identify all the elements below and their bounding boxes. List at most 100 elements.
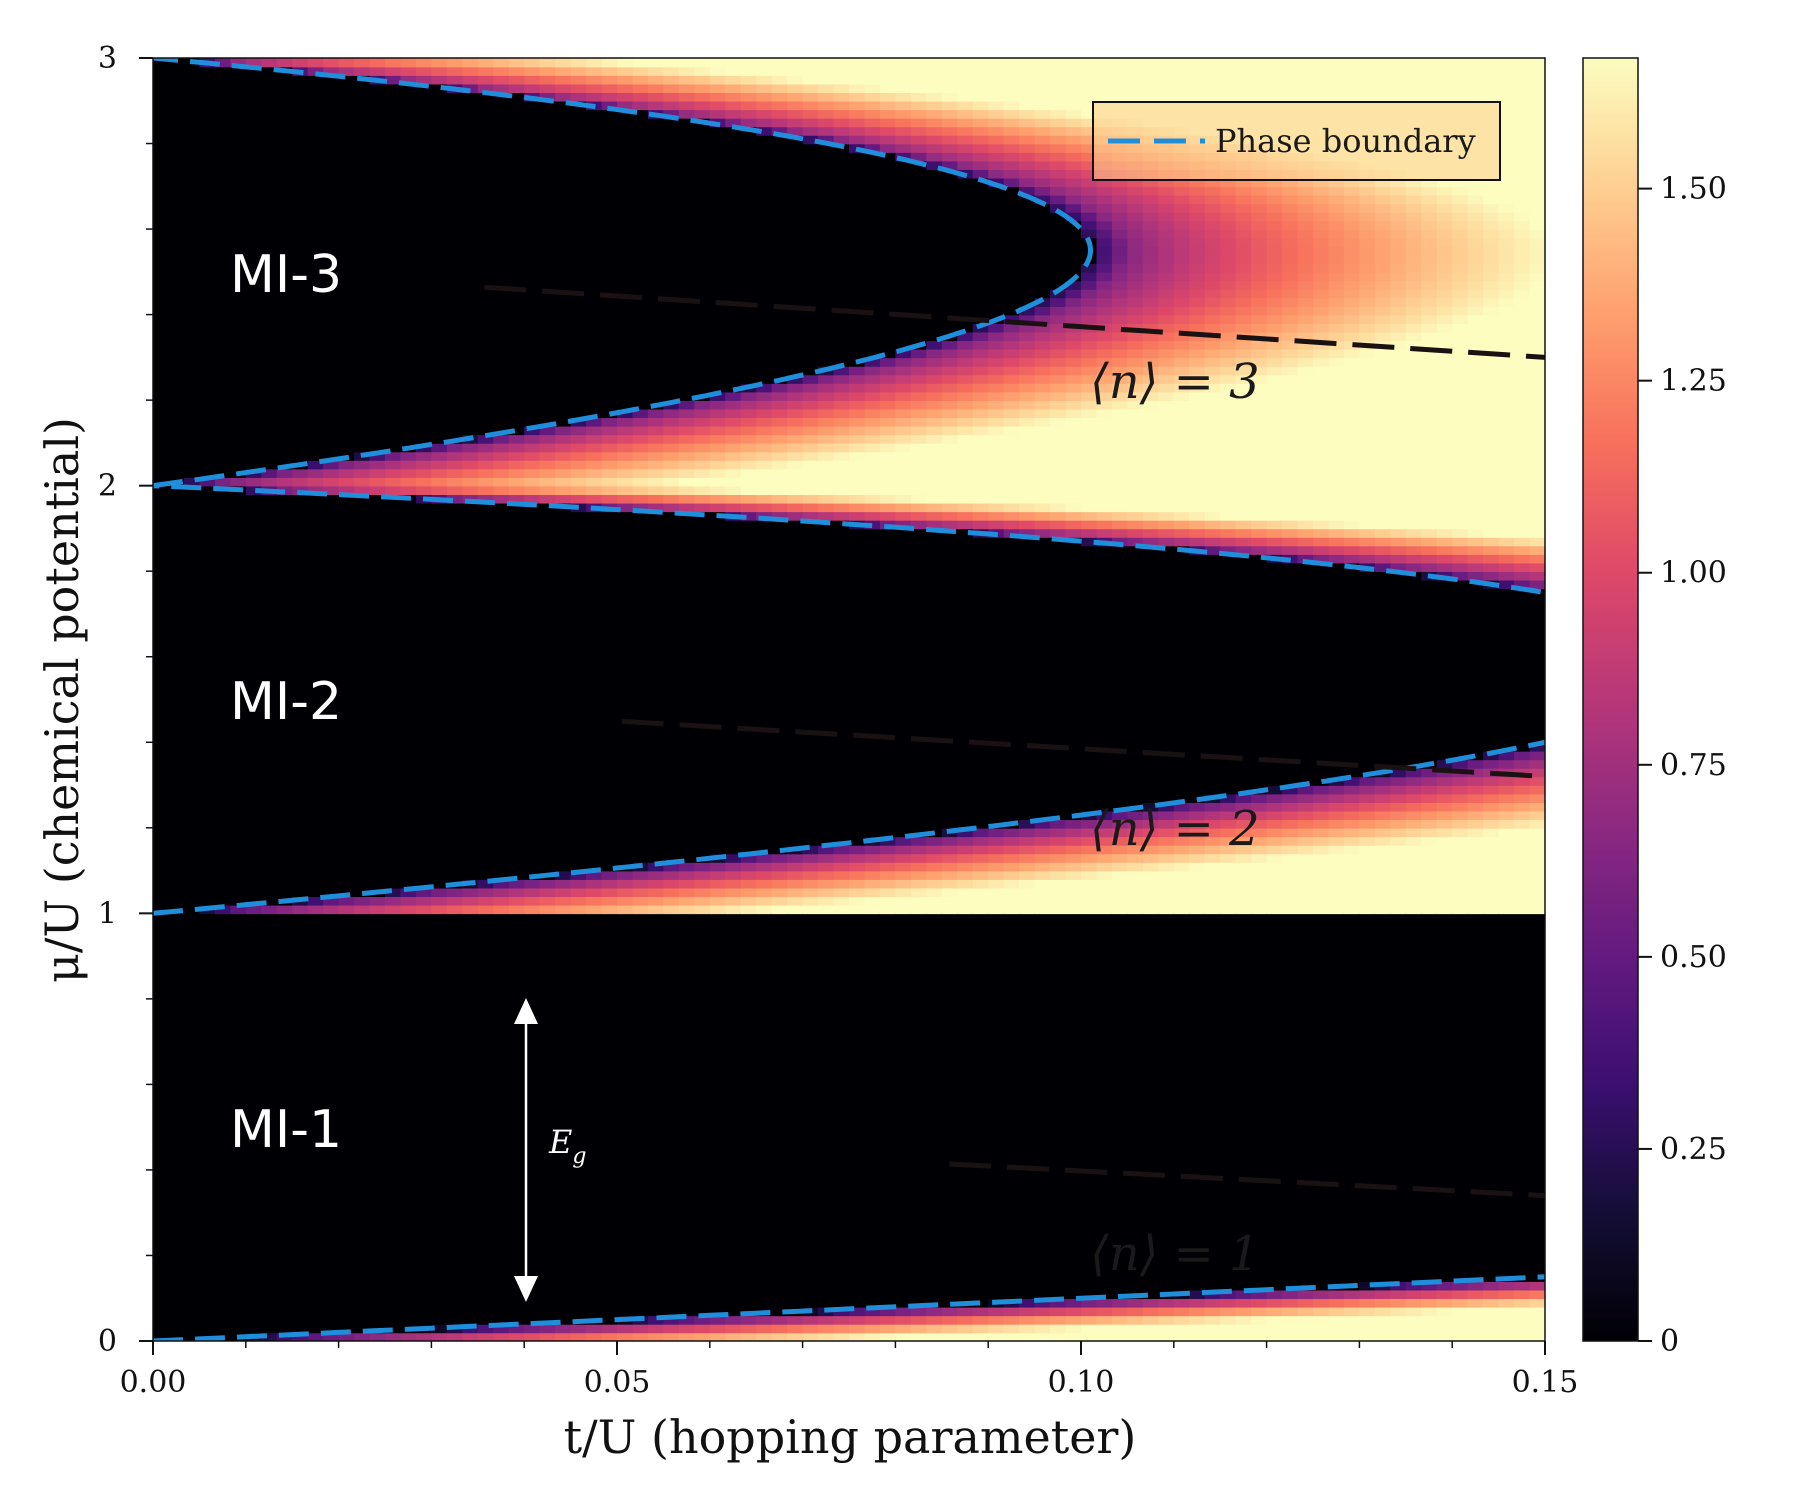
heatmap-cell [524, 896, 541, 906]
heatmap-cell [555, 246, 572, 256]
heatmap-cell [323, 1067, 340, 1077]
heatmap-cell [292, 58, 309, 68]
heatmap-cell [214, 58, 232, 68]
heatmap-cell [524, 109, 541, 119]
heatmap-cell [508, 75, 525, 85]
heatmap-cell [385, 588, 402, 598]
heatmap-cell [539, 1092, 556, 1103]
heatmap-cell [462, 887, 479, 898]
heatmap-cell [400, 194, 417, 205]
heatmap-cell [307, 1298, 324, 1308]
heatmap-cell [230, 964, 247, 974]
heatmap-cell [524, 1092, 541, 1103]
heatmap-cell [153, 134, 170, 145]
heatmap-cell [539, 699, 556, 709]
heatmap-cell [369, 605, 386, 615]
heatmap-cell [493, 990, 510, 1000]
heatmap-cell [369, 169, 386, 179]
heatmap-cell [323, 1323, 340, 1334]
heatmap-cell [323, 938, 340, 949]
heatmap-cell [323, 485, 340, 496]
heatmap-cell [292, 639, 309, 649]
heatmap-cell [214, 246, 232, 256]
heatmap-cell [446, 665, 464, 675]
heatmap-cell [539, 862, 556, 872]
heatmap-cell [168, 66, 185, 76]
heatmap-cell [338, 280, 355, 290]
heatmap-cell [431, 742, 448, 752]
heatmap-cell [369, 793, 386, 803]
heatmap-cell [230, 365, 247, 376]
heatmap-cell [524, 374, 541, 384]
heatmap-cell [168, 468, 185, 478]
heatmap-cell [292, 785, 309, 795]
heatmap-cell [261, 1229, 278, 1240]
heatmap-cell [446, 468, 464, 478]
heatmap-cell [446, 1152, 464, 1163]
heatmap-cell [307, 947, 324, 957]
heatmap-cell [245, 374, 263, 384]
heatmap-cell [354, 323, 371, 333]
heatmap-cell [168, 913, 185, 923]
heatmap-cell [199, 1229, 216, 1240]
heatmap-cell [462, 776, 479, 786]
heatmap-cell [493, 622, 510, 632]
heatmap-cell [385, 1110, 402, 1120]
heatmap-cell [276, 536, 293, 547]
heatmap-cell [261, 1007, 278, 1017]
heatmap-cell [477, 725, 495, 735]
heatmap-cell [446, 229, 464, 239]
heatmap-cell [199, 605, 216, 615]
heatmap-cell [153, 1212, 170, 1223]
heatmap-cell [493, 733, 510, 744]
heatmap-cell [230, 648, 247, 658]
heatmap-cell [354, 990, 371, 1000]
heatmap-cell [586, 776, 603, 786]
heatmap-cell [338, 1289, 355, 1300]
heatmap-cell [647, 434, 665, 444]
heatmap-cell [555, 750, 572, 761]
heatmap-cell [153, 973, 170, 983]
heatmap-cell [617, 442, 634, 453]
heatmap-cell [338, 596, 355, 607]
heatmap-cell [477, 417, 495, 427]
heatmap-cell [369, 246, 386, 256]
heatmap-cell [477, 75, 495, 85]
heatmap-cell [570, 964, 587, 974]
heatmap-cell [183, 690, 201, 701]
heatmap-cell [230, 186, 247, 196]
heatmap-cell [555, 1298, 572, 1308]
heatmap-cell [617, 477, 634, 487]
heatmap-cell [261, 562, 278, 572]
heatmap-cell [539, 519, 556, 530]
heatmap-cell [570, 793, 587, 803]
heatmap-cell [647, 1007, 665, 1017]
heatmap-cell [601, 682, 618, 692]
heatmap-cell [663, 1118, 680, 1128]
heatmap-cell [245, 896, 263, 906]
heatmap-cell [431, 733, 448, 744]
heatmap-cell [354, 596, 371, 607]
heatmap-cell [508, 357, 525, 367]
heatmap-cell [632, 1161, 649, 1171]
heatmap-cell [462, 143, 479, 153]
heatmap-cell [214, 665, 232, 675]
heatmap-cell [307, 1033, 324, 1043]
heatmap-cell [617, 519, 634, 530]
heatmap-cell [230, 211, 247, 222]
heatmap-cell [214, 143, 232, 153]
heatmap-cell [415, 904, 433, 915]
heatmap-cell [462, 237, 479, 247]
heatmap-cell [183, 759, 201, 769]
heatmap-cell [400, 802, 417, 812]
heatmap-cell [261, 383, 278, 393]
heatmap-cell [276, 596, 293, 607]
heatmap-cell [570, 596, 587, 607]
heatmap-cell [477, 913, 495, 923]
heatmap-cell [369, 528, 386, 538]
heatmap-cell [245, 1178, 263, 1188]
heatmap-cell [323, 83, 340, 94]
heatmap-cell [261, 776, 278, 786]
heatmap-cell [431, 117, 448, 128]
heatmap-cell [555, 767, 572, 778]
